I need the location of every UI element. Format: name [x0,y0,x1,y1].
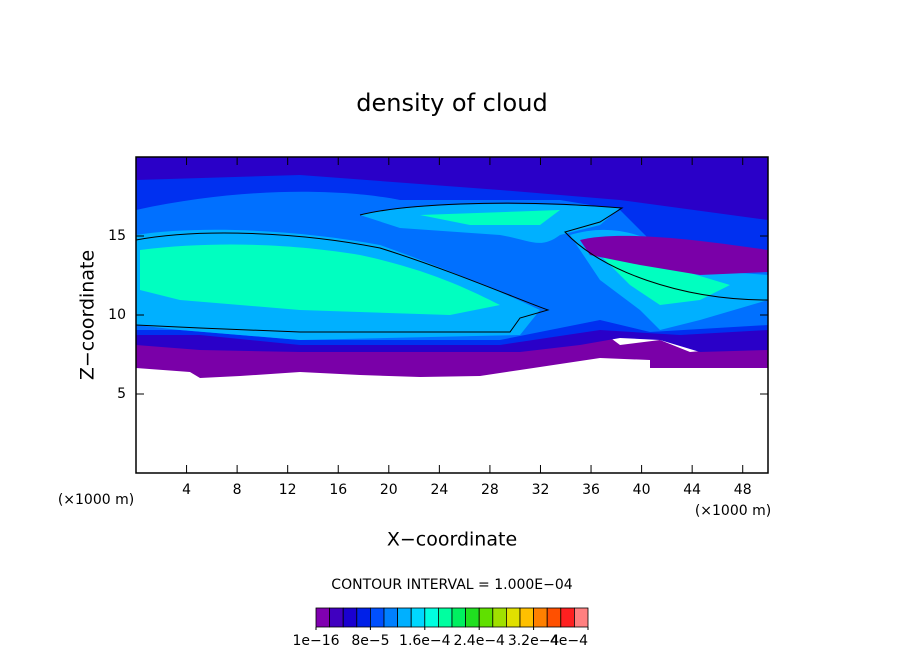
contour-line [136,232,550,333]
x-tick-label: 48 [734,482,752,498]
colorbar-swatch [478,607,494,628]
y-tick-label: 15 [108,228,126,244]
y-unit-label: (×1000 m) [58,492,134,508]
colorbar-swatch [383,607,399,628]
x-tick-label: 20 [380,482,398,498]
x-tick-label: 28 [481,482,499,498]
x-tick-label: 8 [233,482,242,498]
colorbar-swatch [329,607,344,628]
x-tick-label: 24 [430,482,448,498]
x-tick-label: 44 [683,482,701,498]
chart-title: density of cloud [356,89,547,117]
colorbar-swatch [519,607,535,628]
colorbar-tick-label: 3.2e−4 [508,633,560,649]
colorbar-swatch [397,607,412,628]
colorbar-swatch [533,607,548,628]
y-tick-label: 5 [117,386,126,402]
contour-fill [140,210,730,315]
colorbar-tick-label: 2.4e−4 [453,633,505,649]
x-tick-label: 12 [279,482,297,498]
x-tick-label: 4 [182,482,191,498]
colorbar-swatch [437,607,453,628]
colorbar-swatch [546,607,562,628]
colorbar-tick-label: 1.6e−4 [399,633,451,649]
x-tick-label: 36 [582,482,600,498]
colorbar-swatch [356,607,371,628]
colorbar-swatch [315,607,331,628]
contour-fill [580,235,768,275]
colorbar-swatch [505,607,521,628]
colorbar-swatch [560,607,575,628]
colorbar-swatch [410,607,426,628]
colorbar-swatch [492,607,507,628]
colorbar-swatch [574,607,589,628]
x-unit-label: (×1000 m) [695,503,771,519]
x-tick-label: 32 [532,482,550,498]
y-tick-label: 10 [108,307,126,323]
x-tick-label: 40 [633,482,651,498]
colorbar-tick-label: 1e−16 [292,633,339,649]
x-axis-label: X−coordinate [387,529,517,551]
contour-line [359,202,768,301]
colorbar-swatch [369,607,385,628]
annotation: CONTOUR INTERVAL = 1.000E−04 [331,577,572,593]
colorbar-swatch [424,607,439,628]
colorbar-swatch [451,607,467,628]
x-tick-label: 16 [329,482,347,498]
colorbar-tick-label: 4e−4 [550,633,588,649]
colorbar-tick-label: 8e−5 [351,633,389,649]
colorbar-swatch [342,607,358,628]
y-axis-label: Z−coordinate [77,250,99,380]
contour-field [136,157,768,378]
colorbar-swatch [465,607,480,628]
